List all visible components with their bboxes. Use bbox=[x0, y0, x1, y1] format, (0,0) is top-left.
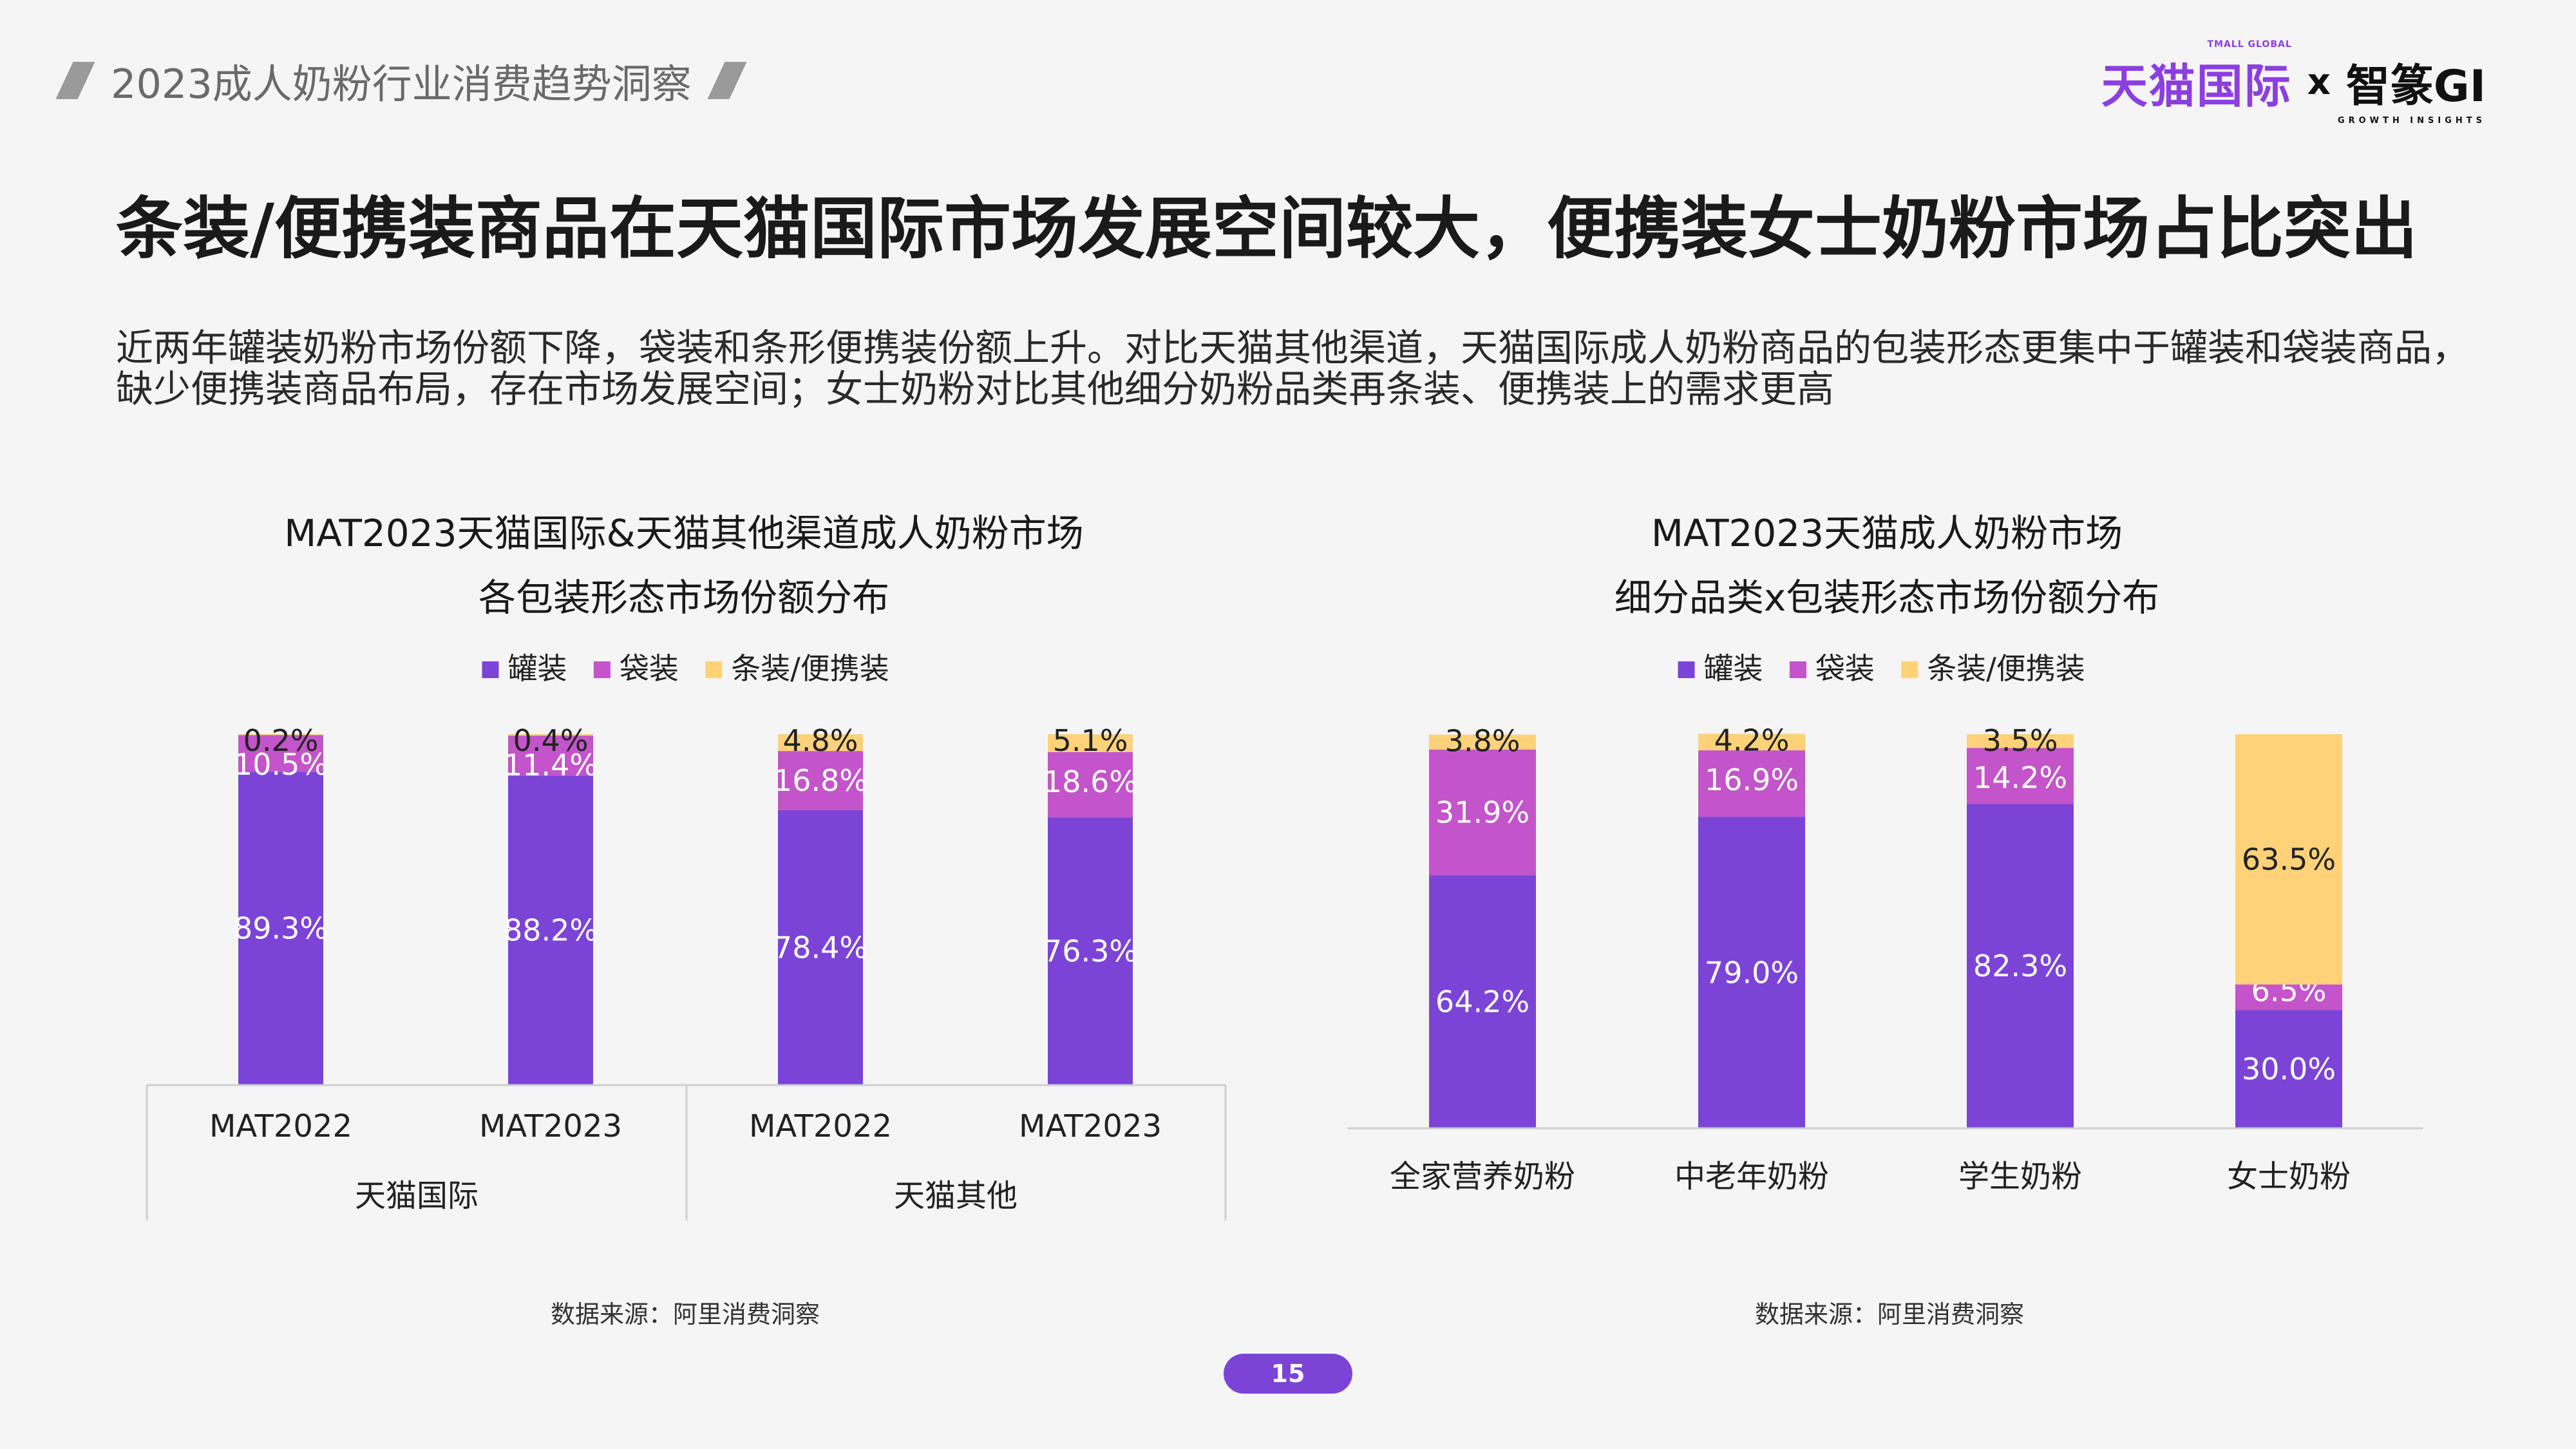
chart-1-data-label: 76.3% bbox=[1043, 934, 1137, 969]
chart-1-data-label: 0.4% bbox=[513, 723, 589, 758]
chart-2-legend-swatch bbox=[1901, 661, 1918, 678]
chart-1-title: MAT2023天猫国际&天猫其他渠道成人奶粉市场 bbox=[284, 511, 1083, 555]
chart-1-data-label: 89.3% bbox=[234, 911, 328, 946]
chart-2-category-label: 女士奶粉 bbox=[2227, 1159, 2351, 1195]
chart-1-data-label: 5.1% bbox=[1053, 723, 1128, 758]
chart-1-bar-segment bbox=[238, 734, 323, 735]
chart-1-data-label: 4.8% bbox=[783, 723, 858, 758]
chart-2-bar-segment bbox=[1698, 817, 1805, 1128]
description-line-1: 近两年罐装奶粉市场份额下降，袋装和条形便携装份额上升。对比天猫其他渠道，天猫国际… bbox=[116, 326, 2470, 370]
chart-1-bar-segment bbox=[508, 775, 593, 1085]
page-title: 条装/便携装商品在天猫国际市场发展空间较大，便携装女士奶粉市场占比突出 bbox=[116, 189, 2418, 268]
chart-1-source: 数据来源：阿里消费洞察 bbox=[551, 1300, 820, 1329]
gi-logo-text: 智篆GI bbox=[2345, 61, 2486, 112]
chart-2-bar-segment bbox=[1429, 875, 1536, 1128]
gi-logo-subtext: GROWTH INSIGHTS bbox=[2337, 115, 2486, 126]
chart-2-data-label: 16.9% bbox=[1705, 762, 1799, 797]
chart-2-bar-segment bbox=[1967, 804, 2074, 1128]
chart-1-bar-segment bbox=[1048, 752, 1133, 818]
chart-1-subtitle: 各包装形态市场份额分布 bbox=[478, 576, 889, 620]
chart-2-bar-segment bbox=[2235, 984, 2342, 1010]
tmall-global-logo: 天猫国际 TMALL GLOBAL bbox=[2101, 39, 2292, 116]
chart-2-data-label: 31.9% bbox=[1435, 795, 1530, 829]
chart-2-data-label: 4.2% bbox=[1714, 723, 1790, 757]
chart-2-data-label: 30.0% bbox=[2242, 1052, 2336, 1086]
chart-1-legend-label: 罐装 bbox=[508, 651, 567, 686]
page-number-badge: 15 bbox=[1224, 1354, 1352, 1394]
chart-2-data-label: 79.0% bbox=[1705, 955, 1799, 990]
chart-1-category-label: MAT2023 bbox=[479, 1108, 622, 1144]
chart-1-bar-segment bbox=[778, 734, 863, 752]
chart-1-data-label: 18.6% bbox=[1043, 764, 1137, 799]
chart-2-data-label: 3.8% bbox=[1445, 724, 1520, 759]
chart-2-source: 数据来源：阿里消费洞察 bbox=[1755, 1300, 2025, 1329]
chart-2-bar-segment bbox=[2235, 734, 2342, 985]
chart-2-bar-segment bbox=[1967, 748, 2074, 804]
chart-1-category-label: MAT2022 bbox=[209, 1108, 352, 1144]
chart-1-bar-segment bbox=[778, 810, 863, 1085]
header-deck-title-bar: 2023成人奶粉行业消费趋势洞察 bbox=[55, 52, 747, 109]
chart-1-data-label: 88.2% bbox=[504, 913, 598, 948]
chart-2-data-label: 64.2% bbox=[1435, 985, 1530, 1019]
chart-2-category-label: 中老年奶粉 bbox=[1674, 1159, 1829, 1195]
chart-1-data-label: 11.4% bbox=[504, 748, 598, 782]
growth-insights-logo: 智篆GI GROWTH INSIGHTS bbox=[2338, 50, 2486, 126]
chart-2-bar-segment bbox=[2235, 1010, 2342, 1128]
chart-2-bar-segment bbox=[1429, 734, 1536, 750]
chart-2-legend-label: 袋装 bbox=[1815, 651, 1875, 686]
chart-1-data-label: 78.4% bbox=[773, 930, 867, 965]
chart-1-data-label: 10.5% bbox=[234, 747, 328, 782]
chart-1-data-label: 0.2% bbox=[243, 723, 319, 758]
chart-2-subtitle: 细分品类x包装形态市场份额分布 bbox=[1615, 576, 2159, 620]
chart-1-bar-segment bbox=[778, 751, 863, 810]
chart-1-legend-swatch bbox=[482, 661, 499, 678]
chart-1-bar-segment bbox=[1048, 817, 1133, 1085]
chart-1-group-label: 天猫国际 bbox=[355, 1178, 478, 1214]
chart-2-bar-segment bbox=[1698, 734, 1805, 751]
chart-1-group-label: 天猫其他 bbox=[894, 1178, 1018, 1214]
chart-1-category-label: MAT2023 bbox=[1019, 1108, 1162, 1144]
chart-1-bar-segment bbox=[508, 734, 593, 736]
chart-2-legend-label: 条装/便携装 bbox=[1927, 651, 2085, 686]
chart-1-category-label: MAT2022 bbox=[749, 1108, 892, 1144]
chart-2-legend-swatch bbox=[1789, 661, 1806, 678]
chart-1-legend-label: 条装/便携装 bbox=[731, 651, 889, 686]
chart-2-bar-segment bbox=[1698, 750, 1805, 817]
brand-separator: x bbox=[2307, 61, 2331, 103]
chart-1-data-label: 16.8% bbox=[773, 763, 867, 798]
deck-title: 2023成人奶粉行业消费趋势洞察 bbox=[111, 61, 692, 108]
chart-2-data-label: 14.2% bbox=[1973, 760, 2067, 795]
chart-2-title: MAT2023天猫成人奶粉市场 bbox=[1651, 511, 2123, 555]
chart-2-data-label: 63.5% bbox=[2242, 842, 2336, 876]
chart-2-data-label: 3.5% bbox=[1983, 723, 2058, 758]
chart-1-legend-swatch bbox=[705, 661, 723, 678]
chart-1-bar-segment bbox=[508, 735, 593, 776]
chart-2-bar-segment bbox=[1967, 734, 2074, 748]
chart-1-legend-label: 袋装 bbox=[620, 651, 679, 686]
chart-2-data-label: 82.3% bbox=[1973, 949, 2067, 983]
description-line-2: 缺少便携装商品布局，存在市场发展空间；女士奶粉对比其他细分奶粉品类再条装、便携装… bbox=[116, 367, 1835, 411]
brand-logos: 天猫国际 TMALL GLOBAL x 智篆GI GROWTH INSIGHTS bbox=[2101, 39, 2486, 126]
chart-1-bar-segment bbox=[1048, 734, 1133, 752]
chart-2-legend-swatch bbox=[1678, 661, 1695, 678]
chart-2-bar-segment bbox=[1429, 749, 1536, 876]
tmall-logo-subtext: TMALL GLOBAL bbox=[2207, 39, 2292, 50]
tmall-logo-text: 天猫国际 bbox=[2101, 59, 2292, 113]
chart-2-category-label: 学生奶粉 bbox=[1958, 1159, 2082, 1195]
chart-2-category-label: 全家营养奶粉 bbox=[1390, 1159, 1575, 1195]
chart-1-legend-swatch bbox=[593, 661, 611, 678]
description: 近两年罐装奶粉市场份额下降，袋装和条形便携装份额上升。对比天猫其他渠道，天猫国际… bbox=[116, 327, 2499, 410]
chart-2-legend-label: 罐装 bbox=[1704, 651, 1763, 686]
chart-1-bar-segment bbox=[238, 735, 323, 772]
chart-1-bar-segment bbox=[238, 772, 323, 1085]
